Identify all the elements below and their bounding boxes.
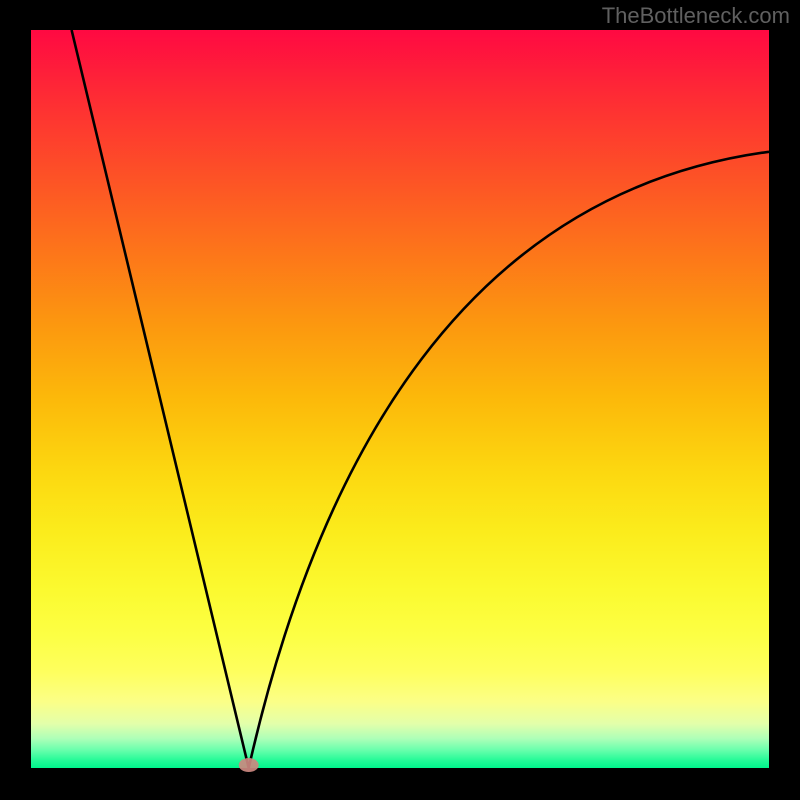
bottleneck-chart: TheBottleneck.com	[0, 0, 800, 800]
chart-svg	[0, 0, 800, 800]
optimal-point-marker	[239, 758, 259, 772]
gradient-background	[31, 30, 769, 768]
watermark-text: TheBottleneck.com	[602, 3, 790, 29]
